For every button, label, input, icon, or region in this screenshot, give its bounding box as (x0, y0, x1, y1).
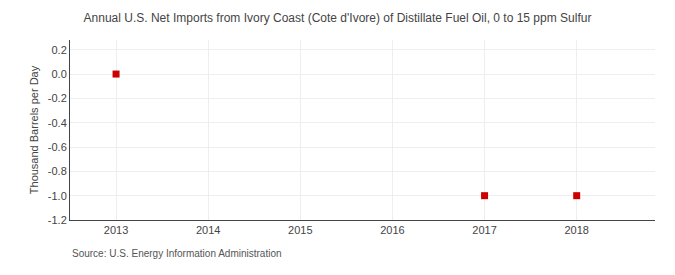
svg-text:2014: 2014 (196, 224, 220, 236)
svg-text:0.2: 0.2 (52, 44, 67, 56)
svg-text:2017: 2017 (472, 224, 496, 236)
svg-text:0.0: 0.0 (52, 68, 67, 80)
svg-text:2018: 2018 (564, 224, 588, 236)
svg-text:Thousand Barrels per Day: Thousand Barrels per Day (28, 65, 40, 194)
svg-text:-1.0: -1.0 (48, 190, 67, 202)
svg-text:Source: U.S. Energy Informatio: Source: U.S. Energy Information Administ… (72, 248, 282, 259)
svg-text:-1.2: -1.2 (48, 214, 67, 226)
svg-text:2013: 2013 (104, 224, 128, 236)
svg-text:-0.2: -0.2 (48, 92, 67, 104)
svg-text:-0.6: -0.6 (48, 141, 67, 153)
svg-text:-0.4: -0.4 (48, 117, 67, 129)
svg-text:2015: 2015 (288, 224, 312, 236)
svg-text:Annual U.S. Net Imports from I: Annual U.S. Net Imports from Ivory Coast… (84, 11, 592, 25)
svg-text:2016: 2016 (380, 224, 404, 236)
svg-text:-0.8: -0.8 (48, 165, 67, 177)
